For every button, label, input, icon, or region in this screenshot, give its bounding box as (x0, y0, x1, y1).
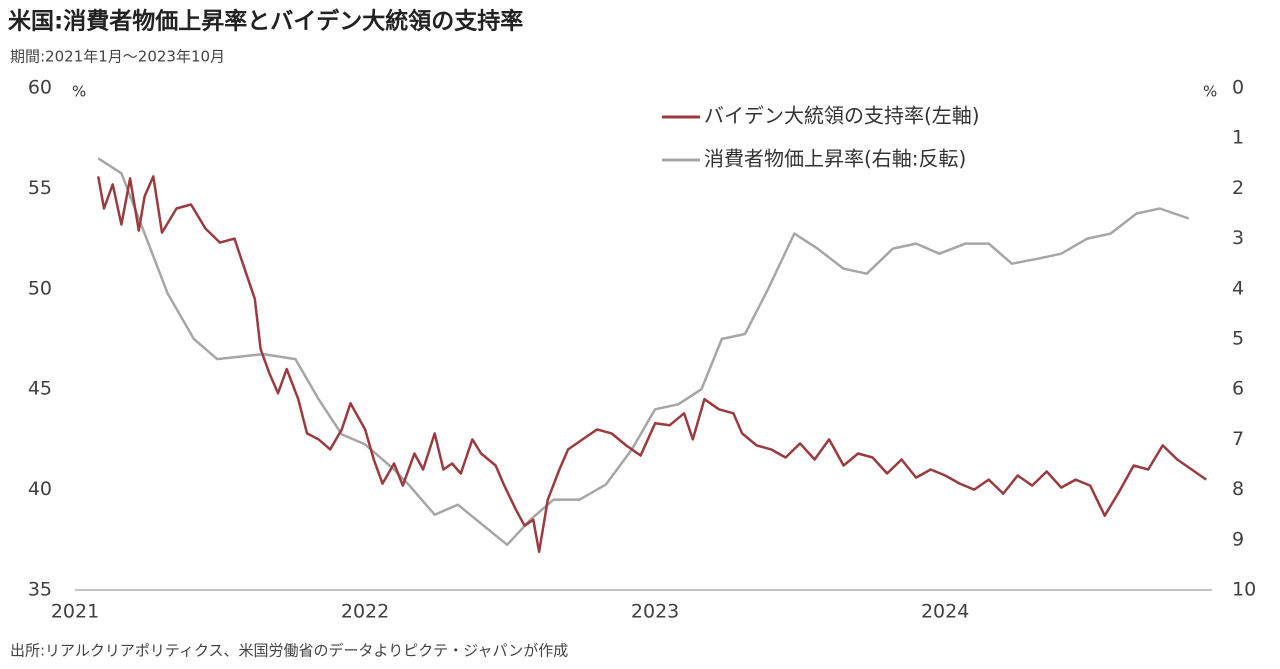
y2-tick-label: 8 (1232, 478, 1244, 500)
x-tick-label: 2022 (341, 601, 389, 623)
chart-title: 米国:消費者物価上昇率とバイデン大統領の支持率 (8, 8, 523, 35)
x-tick-label: 2024 (921, 601, 969, 623)
y-tick-label: 50 (28, 277, 52, 299)
y-tick-label: 55 (28, 177, 52, 199)
subtitle: 期間:2021年1月〜2023年10月 (10, 48, 225, 66)
y2-tick-label: 3 (1232, 227, 1244, 249)
y2-tick-label: 7 (1232, 428, 1244, 450)
y2-tick-label: 1 (1232, 127, 1244, 149)
x-tick-label: 2021 (51, 601, 99, 623)
y2-unit: % (1203, 83, 1217, 101)
data-line (96, 175, 1207, 554)
x-tick-label: 2023 (631, 601, 679, 623)
y-tick-label: 35 (28, 579, 52, 601)
y2-tick-label: 0 (1232, 77, 1244, 99)
y2-tick-label: 6 (1232, 378, 1244, 400)
y-tick-label: 40 (28, 478, 52, 500)
y2-tick-label: 2 (1232, 177, 1244, 199)
y-tick-label: 60 (28, 77, 52, 99)
y2-tick-label: 5 (1232, 328, 1244, 350)
data-line (97, 157, 1190, 547)
y-unit: % (72, 83, 86, 101)
source: 出所:リアルクリアポリティクス、米国労働省のデータよりピクテ・ジャパンが作成 (10, 642, 568, 660)
y2-tick-label: 10 (1232, 579, 1256, 601)
legend-label: バイデン大統領の支持率(左軸) (704, 104, 980, 128)
y2-tick-label: 9 (1232, 528, 1244, 550)
legend-label: 消費者物価上昇率(右軸:反転) (704, 147, 966, 171)
y-tick-label: 45 (28, 378, 52, 400)
y2-tick-label: 4 (1232, 277, 1244, 299)
